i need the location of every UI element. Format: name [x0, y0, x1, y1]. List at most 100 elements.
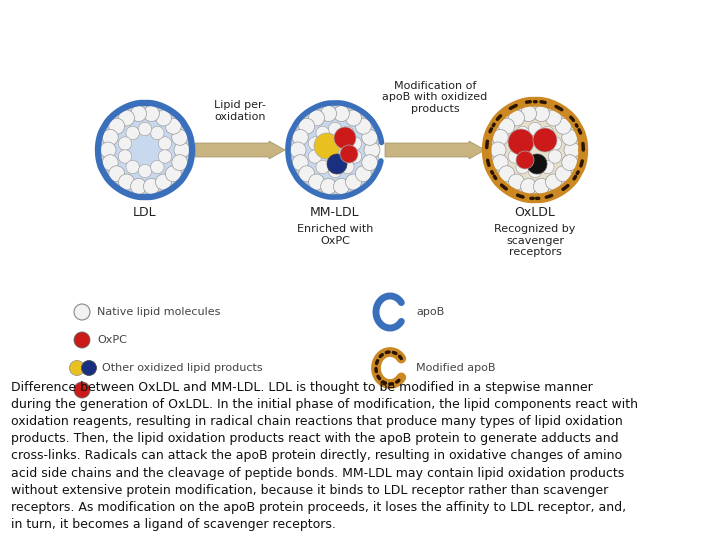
Text: Other oxidized lipid products: Other oxidized lipid products: [102, 363, 263, 373]
Circle shape: [516, 160, 529, 174]
Circle shape: [74, 332, 90, 348]
Text: Lipid per-
oxidation: Lipid per- oxidation: [214, 100, 266, 122]
Circle shape: [546, 110, 562, 126]
Circle shape: [341, 126, 354, 140]
Circle shape: [130, 106, 147, 122]
Circle shape: [172, 154, 188, 171]
Circle shape: [156, 174, 171, 190]
Circle shape: [172, 130, 188, 145]
Circle shape: [119, 110, 135, 126]
Text: Modified apoB: Modified apoB: [416, 363, 495, 373]
Text: Modification of
apoB with oxidized
products: Modification of apoB with oxidized produ…: [382, 81, 487, 114]
Circle shape: [364, 142, 380, 158]
Circle shape: [119, 174, 135, 190]
Circle shape: [102, 154, 118, 171]
Circle shape: [527, 154, 547, 174]
Text: OxPC: OxPC: [97, 335, 127, 345]
Circle shape: [156, 110, 171, 126]
Circle shape: [150, 126, 164, 140]
Circle shape: [491, 106, 579, 194]
Circle shape: [508, 137, 522, 150]
Circle shape: [314, 133, 340, 159]
Circle shape: [508, 110, 524, 126]
Circle shape: [126, 126, 140, 140]
Circle shape: [346, 110, 361, 126]
Circle shape: [158, 137, 171, 150]
Text: apoB: apoB: [416, 307, 444, 317]
Circle shape: [158, 150, 171, 163]
Circle shape: [308, 137, 322, 150]
Text: Enriched with
OxPC: Enriched with OxPC: [297, 224, 373, 246]
Circle shape: [534, 106, 549, 122]
Circle shape: [292, 154, 308, 171]
FancyArrow shape: [385, 141, 485, 159]
Circle shape: [361, 154, 378, 171]
Circle shape: [150, 160, 164, 174]
Circle shape: [143, 178, 159, 194]
Circle shape: [508, 174, 524, 190]
Circle shape: [340, 145, 358, 163]
Circle shape: [541, 160, 554, 174]
Circle shape: [292, 130, 308, 145]
Circle shape: [348, 150, 361, 163]
Circle shape: [508, 129, 534, 155]
Circle shape: [138, 122, 152, 136]
Circle shape: [81, 361, 96, 375]
Circle shape: [499, 166, 515, 182]
Circle shape: [533, 128, 557, 152]
Circle shape: [492, 154, 508, 171]
Circle shape: [499, 118, 515, 134]
Circle shape: [528, 164, 541, 178]
Circle shape: [309, 110, 325, 126]
Circle shape: [541, 126, 554, 140]
Circle shape: [166, 118, 181, 134]
Text: OxLDL: OxLDL: [515, 206, 555, 219]
Circle shape: [290, 142, 306, 158]
Circle shape: [308, 150, 322, 163]
Circle shape: [508, 150, 522, 163]
Circle shape: [534, 178, 549, 194]
Circle shape: [309, 174, 325, 190]
Circle shape: [109, 118, 125, 134]
Circle shape: [316, 160, 329, 174]
Circle shape: [299, 118, 315, 134]
Circle shape: [564, 142, 580, 158]
Circle shape: [126, 160, 140, 174]
Circle shape: [109, 166, 125, 182]
Circle shape: [333, 178, 349, 194]
Circle shape: [328, 164, 342, 178]
Circle shape: [548, 137, 562, 150]
Circle shape: [528, 122, 541, 136]
Circle shape: [346, 174, 361, 190]
Circle shape: [70, 361, 84, 375]
Circle shape: [143, 106, 159, 122]
Circle shape: [166, 166, 181, 182]
Circle shape: [320, 178, 336, 194]
Circle shape: [516, 126, 529, 140]
Circle shape: [356, 118, 372, 134]
Circle shape: [101, 106, 189, 194]
Text: Recognized by
scavenger
receptors: Recognized by scavenger receptors: [495, 224, 576, 257]
Circle shape: [521, 106, 536, 122]
Circle shape: [118, 137, 132, 150]
Circle shape: [562, 130, 577, 145]
Circle shape: [555, 118, 571, 134]
Circle shape: [546, 174, 562, 190]
Circle shape: [118, 150, 132, 163]
Circle shape: [327, 154, 347, 174]
Text: Native lipid molecules: Native lipid molecules: [97, 307, 220, 317]
Circle shape: [299, 166, 315, 182]
Circle shape: [562, 154, 577, 171]
Circle shape: [102, 130, 118, 145]
Circle shape: [174, 142, 190, 158]
Text: MM-LDL: MM-LDL: [310, 206, 360, 219]
Circle shape: [316, 126, 329, 140]
Circle shape: [320, 106, 336, 122]
Text: Difference between OxLDL and MM-LDL. LDL is thought to be modified in a stepwise: Difference between OxLDL and MM-LDL. LDL…: [11, 381, 638, 531]
FancyArrow shape: [195, 141, 285, 159]
Circle shape: [341, 160, 354, 174]
Circle shape: [100, 142, 116, 158]
Circle shape: [516, 151, 534, 169]
Text: LDL: LDL: [133, 206, 157, 219]
Circle shape: [492, 130, 508, 145]
